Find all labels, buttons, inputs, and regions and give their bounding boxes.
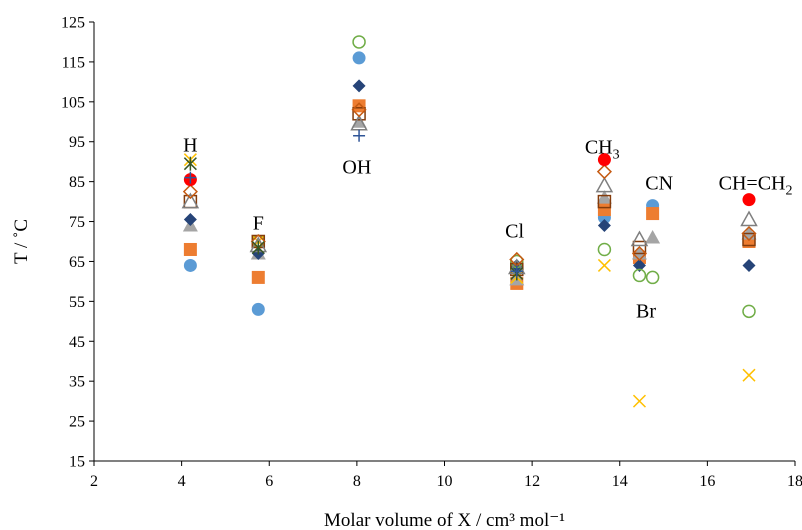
data-point-square-open — [352, 107, 366, 121]
data-point-triangle-filled — [645, 230, 661, 244]
data-point-circle-filled — [742, 193, 756, 207]
group-labels: H F OH Cl CH3 CN Br CH=CH2 — [183, 135, 792, 323]
data-point-square-filled — [251, 270, 265, 284]
data-point-triangle-open — [630, 230, 649, 247]
data-point-circle-open — [597, 242, 612, 257]
y-tick-label: 35 — [69, 374, 85, 391]
group-label: H — [183, 135, 197, 157]
y-tick-label: 85 — [69, 174, 85, 191]
y-tick-label: 75 — [69, 214, 85, 231]
x-tick-label: 18 — [787, 473, 802, 490]
data-points — [181, 35, 758, 408]
x-tick-label: 16 — [699, 473, 715, 490]
data-point-circle-open — [632, 268, 647, 283]
y-axis-ticks: 15 25 35 45 55 65 75 85 95 105 115 125 — [61, 15, 94, 471]
data-point-triangle-filled — [596, 190, 612, 204]
x-axis-title: Molar volume of X / cm³ mol⁻¹ — [324, 510, 565, 530]
x-tick-label: 6 — [265, 473, 273, 490]
data-point-diamond-open — [182, 184, 198, 200]
y-tick-label: 15 — [69, 454, 85, 471]
group-label: OH — [342, 157, 371, 179]
group-label: Cl — [505, 221, 524, 243]
data-point-square-filled — [352, 99, 366, 113]
y-tick-label: 105 — [61, 94, 85, 111]
group-label: F — [253, 213, 264, 235]
data-point-triangle-open — [740, 210, 758, 227]
data-point-plus — [184, 171, 197, 184]
data-point-diamond-open — [631, 245, 648, 262]
data-point-circle-filled — [352, 51, 366, 65]
y-tick-label: 115 — [62, 54, 85, 71]
data-point-circle-open — [352, 35, 366, 49]
data-point-triangle-open — [181, 192, 200, 209]
y-tick-label: 25 — [69, 414, 85, 431]
data-point-square-open — [742, 232, 756, 247]
data-point-diamond-filled — [597, 219, 611, 233]
data-point-circle-filled — [183, 258, 197, 272]
x-tick-label: 12 — [524, 473, 540, 490]
data-point-square-open — [597, 194, 612, 209]
data-point-square-open — [632, 240, 647, 255]
axes: 2 4 6 8 10 12 14 16 18 1525354555657585951051151… — [61, 15, 802, 491]
y-axis-title: T / ˚C — [11, 219, 32, 264]
data-point-star — [251, 240, 265, 255]
data-point-diamond-filled — [742, 258, 756, 272]
data-point-square-filled — [646, 207, 660, 221]
data-point-diamond-filled — [183, 213, 197, 227]
data-point-plus — [353, 129, 366, 142]
group-label: Br — [636, 300, 656, 322]
data-point-diamond-filled — [352, 79, 366, 93]
y-tick-label: 45 — [69, 334, 85, 351]
y-tick-label: 65 — [69, 254, 85, 271]
data-point-x — [742, 368, 756, 382]
group-label: CH3 — [585, 137, 620, 163]
group-label: CH=CH2 — [719, 173, 793, 199]
data-point-circle-open — [742, 304, 756, 319]
x-tick-label: 4 — [178, 473, 186, 490]
data-point-x — [632, 394, 646, 408]
data-point-plus — [510, 265, 523, 278]
data-point-diamond-open — [741, 225, 757, 242]
data-point-diamond-filled — [632, 258, 646, 272]
y-tick-label: 95 — [69, 134, 85, 151]
data-point-star — [183, 156, 197, 171]
data-point-circle-filled — [597, 153, 611, 167]
y-tick-label: 125 — [61, 15, 85, 32]
data-point-diamond-open — [351, 102, 367, 118]
x-tick-label: 2 — [90, 473, 98, 490]
x-axis-ticks: 2 4 6 8 10 12 14 16 18 — [90, 461, 802, 490]
y-tick-label: 55 — [69, 294, 85, 311]
data-point-x — [597, 258, 611, 272]
x-tick-label: 14 — [612, 473, 628, 490]
data-point-square-filled — [597, 203, 611, 217]
group-label: CN — [645, 173, 673, 195]
data-point-square-filled — [183, 242, 197, 256]
data-point-circle-filled — [251, 302, 265, 316]
data-point-triangle-open — [595, 176, 614, 193]
x-tick-label: 10 — [437, 473, 453, 490]
data-point-diamond-open — [596, 164, 612, 180]
data-point-circle-open — [645, 270, 660, 285]
x-tick-label: 8 — [353, 473, 361, 490]
